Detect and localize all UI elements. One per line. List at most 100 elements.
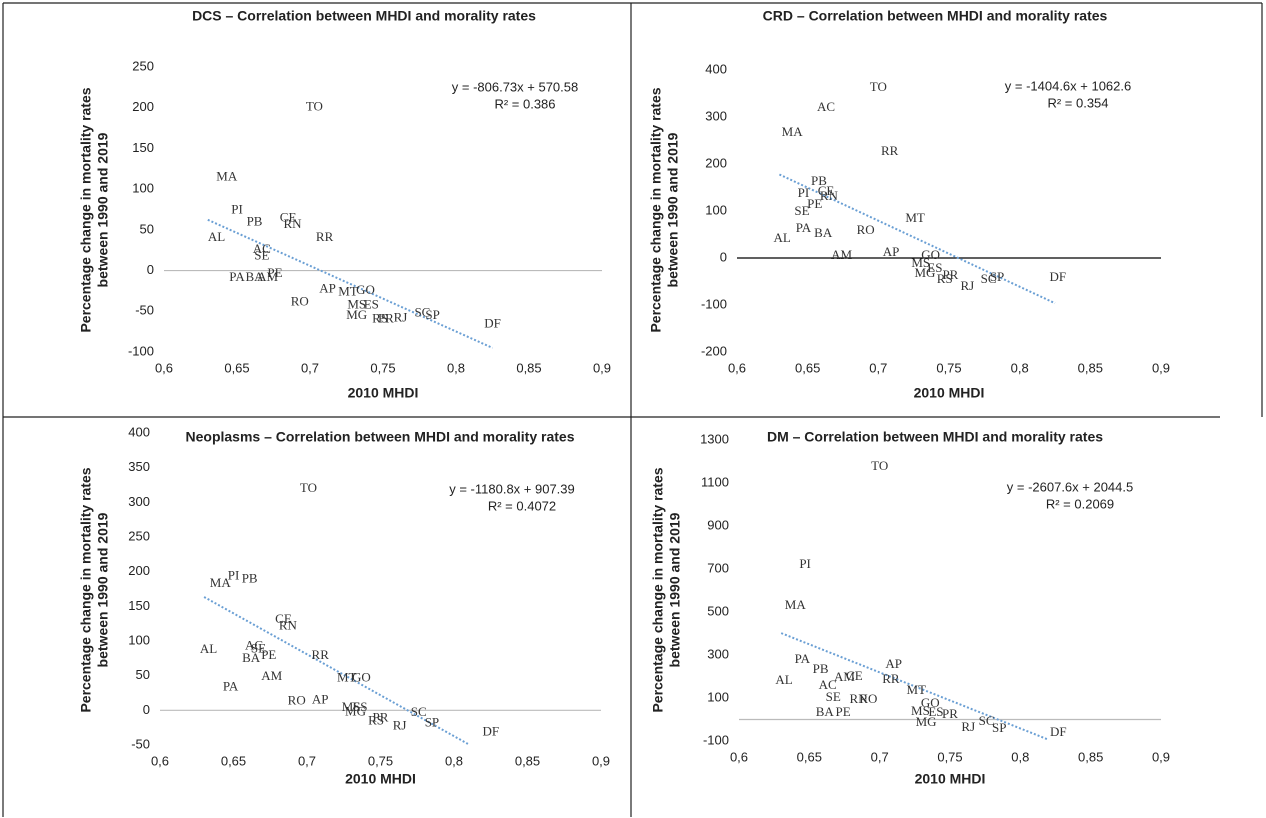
x-tick-label: 0,85 bbox=[1078, 360, 1103, 375]
point-label: PB bbox=[811, 173, 827, 188]
point-label: RR bbox=[882, 671, 900, 686]
point-label: MA bbox=[782, 124, 804, 139]
y-axis-label: between 1990 and 2019 bbox=[667, 512, 683, 667]
point-label: SE bbox=[251, 640, 266, 655]
x-tick-label: 0,6 bbox=[151, 753, 169, 768]
point-label: MT bbox=[905, 210, 925, 225]
x-tick-label: 0,9 bbox=[592, 753, 610, 768]
x-tick-label: 0,6 bbox=[730, 749, 748, 764]
point-label: ES bbox=[928, 704, 943, 719]
point-label: PA bbox=[796, 220, 812, 235]
y-tick-label: -100 bbox=[701, 296, 727, 311]
x-tick-label: 0,75 bbox=[370, 360, 395, 375]
trend-equation: y = -1180.8x + 907.39 bbox=[449, 481, 575, 496]
r-squared: R² = 0.4072 bbox=[488, 498, 556, 513]
point-label: AM bbox=[257, 269, 278, 284]
x-tick-label: 0,9 bbox=[593, 360, 611, 375]
point-label: RS bbox=[372, 310, 388, 325]
x-tick-label: 0,6 bbox=[155, 360, 173, 375]
point-label: PE bbox=[267, 265, 282, 280]
point-label: PB bbox=[813, 661, 829, 676]
x-tick-label: 0,65 bbox=[224, 360, 249, 375]
r-squared: R² = 0.386 bbox=[494, 96, 555, 111]
point-label: AL bbox=[775, 672, 792, 687]
y-tick-label: 100 bbox=[132, 181, 154, 196]
y-tick-label: 300 bbox=[128, 494, 150, 509]
y-tick-label: 1100 bbox=[701, 474, 729, 489]
y-tick-label: -50 bbox=[135, 303, 154, 318]
point-label: PI bbox=[798, 185, 810, 200]
trend-equation: y = -2607.6x + 2044.5 bbox=[1007, 479, 1133, 494]
x-tick-label: 0,8 bbox=[445, 753, 463, 768]
point-label: BA bbox=[242, 650, 261, 665]
point-label: CE bbox=[280, 209, 297, 224]
chart-title: DCS – Correlation between MHDI and moral… bbox=[192, 8, 536, 24]
point-label: RR bbox=[312, 647, 330, 662]
point-label: PR bbox=[378, 310, 394, 325]
chart-title: DM – Correlation between MHDI and morali… bbox=[767, 429, 1103, 445]
y-tick-label: 200 bbox=[132, 99, 154, 114]
point-label: SP bbox=[990, 269, 1004, 284]
y-tick-label: 400 bbox=[128, 424, 150, 439]
x-tick-label: 0,65 bbox=[221, 753, 246, 768]
point-label: SC bbox=[981, 271, 997, 286]
y-axis-label: between 1990 and 2019 bbox=[95, 512, 111, 667]
x-tick-label: 0,85 bbox=[516, 360, 541, 375]
point-label: AC bbox=[817, 99, 835, 114]
point-label: RN bbox=[820, 188, 839, 203]
point-label: PE bbox=[807, 196, 822, 211]
y-tick-label: 100 bbox=[705, 202, 727, 217]
point-label: MG bbox=[914, 265, 935, 280]
point-label: TO bbox=[306, 99, 323, 114]
point-label: PI bbox=[799, 556, 811, 571]
point-label: MS bbox=[911, 255, 930, 270]
x-tick-label: 0,8 bbox=[1011, 360, 1029, 375]
point-label: GO bbox=[921, 247, 940, 262]
x-axis-label: 2010 MHDI bbox=[914, 385, 985, 401]
x-tick-label: 0,85 bbox=[1078, 749, 1103, 764]
point-label: MG bbox=[346, 307, 367, 322]
point-label: RJ bbox=[393, 717, 407, 732]
y-tick-label: 1300 bbox=[700, 431, 729, 446]
point-label: ES bbox=[364, 297, 379, 312]
point-label: ES bbox=[352, 699, 367, 714]
x-tick-label: 0,9 bbox=[1152, 360, 1170, 375]
point-label: SC bbox=[411, 704, 427, 719]
point-label: SE bbox=[794, 203, 809, 218]
point-label: TO bbox=[871, 458, 888, 473]
y-tick-label: 700 bbox=[707, 560, 729, 575]
point-label: RO bbox=[859, 691, 877, 706]
point-label: PA bbox=[795, 651, 811, 666]
x-tick-label: 0,65 bbox=[797, 749, 822, 764]
y-axis-label: between 1990 and 2019 bbox=[665, 132, 681, 287]
point-label: DF bbox=[482, 724, 499, 739]
y-axis-label: between 1990 and 2019 bbox=[95, 132, 111, 287]
point-label: SC bbox=[414, 305, 430, 320]
point-label: AM bbox=[834, 669, 855, 684]
y-tick-label: 900 bbox=[707, 517, 729, 532]
point-label: PR bbox=[373, 710, 389, 725]
point-label: RS bbox=[937, 271, 953, 286]
x-tick-label: 0,75 bbox=[937, 749, 962, 764]
trendline bbox=[778, 173, 1056, 305]
point-label: MG bbox=[916, 714, 937, 729]
y-tick-label: 0 bbox=[143, 702, 150, 717]
point-label: MS bbox=[911, 703, 930, 718]
point-label: MT bbox=[906, 682, 926, 697]
x-tick-label: 0,8 bbox=[1011, 749, 1029, 764]
point-label: AL bbox=[208, 229, 225, 244]
x-axis-label: 2010 MHDI bbox=[345, 771, 416, 787]
point-label: RR bbox=[881, 143, 899, 158]
point-label: AC bbox=[819, 677, 837, 692]
trendline bbox=[203, 596, 470, 746]
point-label: AL bbox=[200, 641, 217, 656]
y-axis-label: Percentage change in mortality rates bbox=[78, 87, 94, 332]
y-tick-label: 50 bbox=[136, 667, 150, 682]
point-label: GO bbox=[356, 282, 375, 297]
trend-equation: y = -806.73x + 570.58 bbox=[452, 79, 578, 94]
x-tick-label: 0,7 bbox=[869, 360, 887, 375]
point-label: PE bbox=[836, 704, 851, 719]
point-label: AC bbox=[253, 241, 271, 256]
point-label: CE bbox=[818, 183, 835, 198]
y-tick-label: 250 bbox=[128, 528, 150, 543]
